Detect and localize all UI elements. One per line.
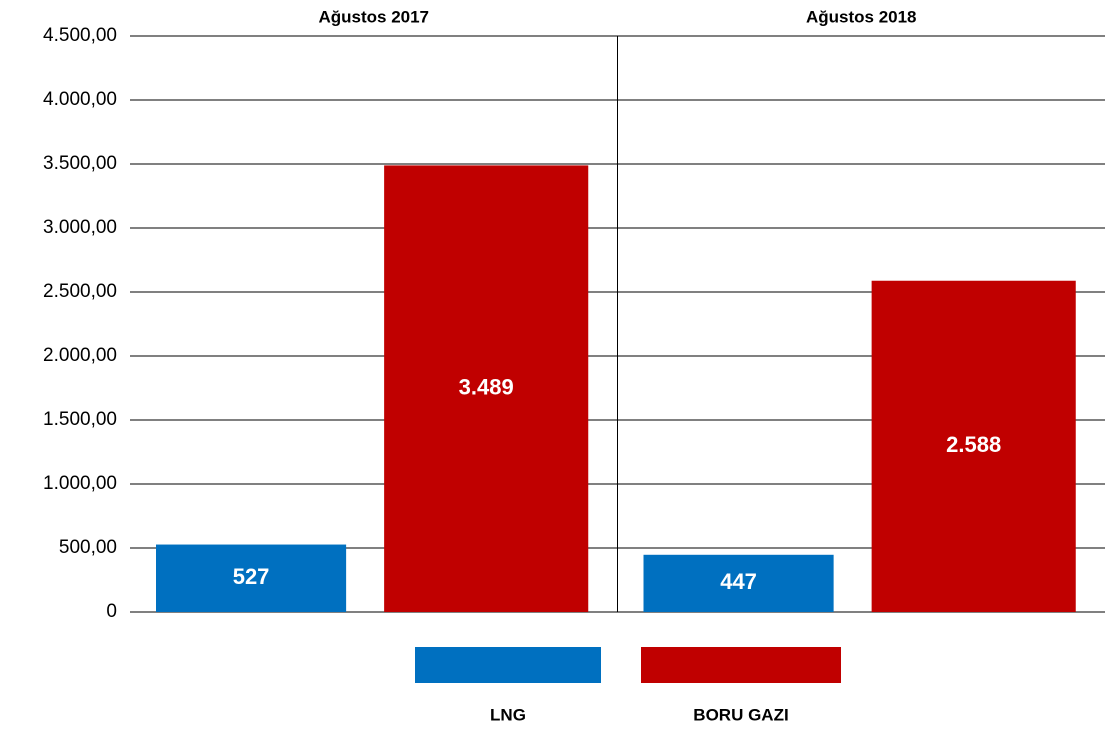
legend-label: BORU GAZI (693, 705, 788, 724)
bar (643, 554, 834, 612)
value-label: 2.588 (946, 432, 1001, 457)
y-tick-label: 3.000,00 (43, 217, 117, 238)
legend-swatch (641, 647, 841, 683)
y-tick-label: 4.000,00 (43, 89, 117, 110)
y-tick-label: 4.500,00 (43, 25, 117, 46)
bar (156, 544, 347, 612)
y-tick-label: 1.000,00 (43, 473, 117, 494)
legend-swatch (415, 647, 601, 683)
category-label: Ağustos 2017 (318, 7, 429, 26)
y-tick-label: 3.500,00 (43, 153, 117, 174)
y-tick-label: 500,00 (59, 537, 117, 558)
value-label: 447 (720, 569, 757, 594)
category-label: Ağustos 2018 (806, 7, 917, 26)
bar (384, 165, 589, 612)
value-label: 3.489 (459, 375, 514, 400)
y-tick-label: 0 (106, 601, 117, 622)
value-label: 527 (233, 564, 270, 589)
y-tick-label: 1.500,00 (43, 409, 117, 430)
y-tick-label: 2.500,00 (43, 281, 117, 302)
bar (871, 280, 1076, 612)
legend-label: LNG (490, 705, 526, 724)
y-tick-label: 2.000,00 (43, 345, 117, 366)
